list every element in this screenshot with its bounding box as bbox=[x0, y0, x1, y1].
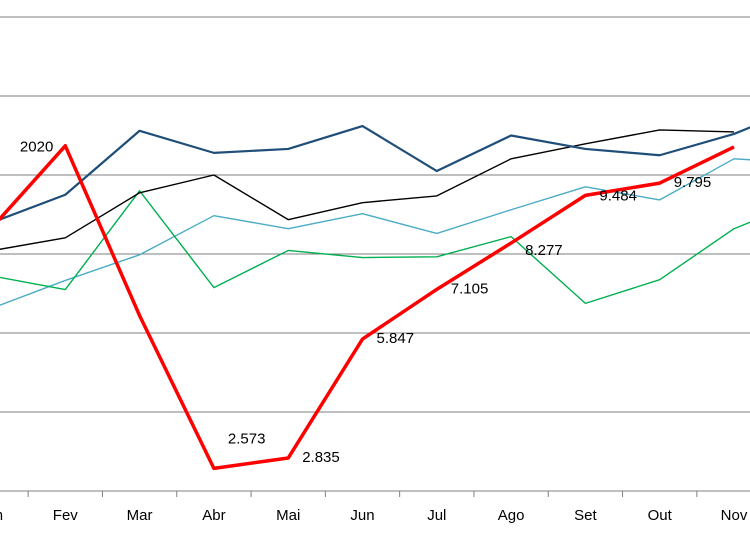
x-tick-label: Jan bbox=[0, 507, 3, 524]
data-label: 9.484 bbox=[599, 187, 637, 204]
data-label: 5.847 bbox=[377, 330, 415, 347]
x-tick-label: Jun bbox=[350, 507, 374, 524]
series-line bbox=[0, 124, 750, 221]
data-label: 2.835 bbox=[302, 449, 340, 466]
data-label: 2.573 bbox=[228, 430, 266, 447]
x-tick-label: Mai bbox=[276, 507, 300, 524]
x-tick-label: Set bbox=[574, 507, 597, 524]
x-tick-label: Out bbox=[648, 507, 673, 524]
x-tick-label: Fev bbox=[53, 507, 79, 524]
data-label: 9.795 bbox=[674, 174, 712, 191]
series-line bbox=[0, 158, 750, 306]
x-tick-label: Nov bbox=[721, 507, 748, 524]
series-label: 2020 bbox=[20, 139, 53, 156]
x-tick-label: Abr bbox=[202, 507, 225, 524]
series-line bbox=[0, 129, 735, 250]
series-line bbox=[0, 144, 735, 471]
x-tick-label: Ago bbox=[498, 507, 525, 524]
data-label: 8.277 bbox=[525, 242, 563, 259]
data-label: 7.105 bbox=[451, 280, 489, 297]
x-tick-label: Mar bbox=[127, 507, 153, 524]
series-line bbox=[0, 190, 750, 305]
x-tick-label: Jul bbox=[427, 507, 446, 524]
